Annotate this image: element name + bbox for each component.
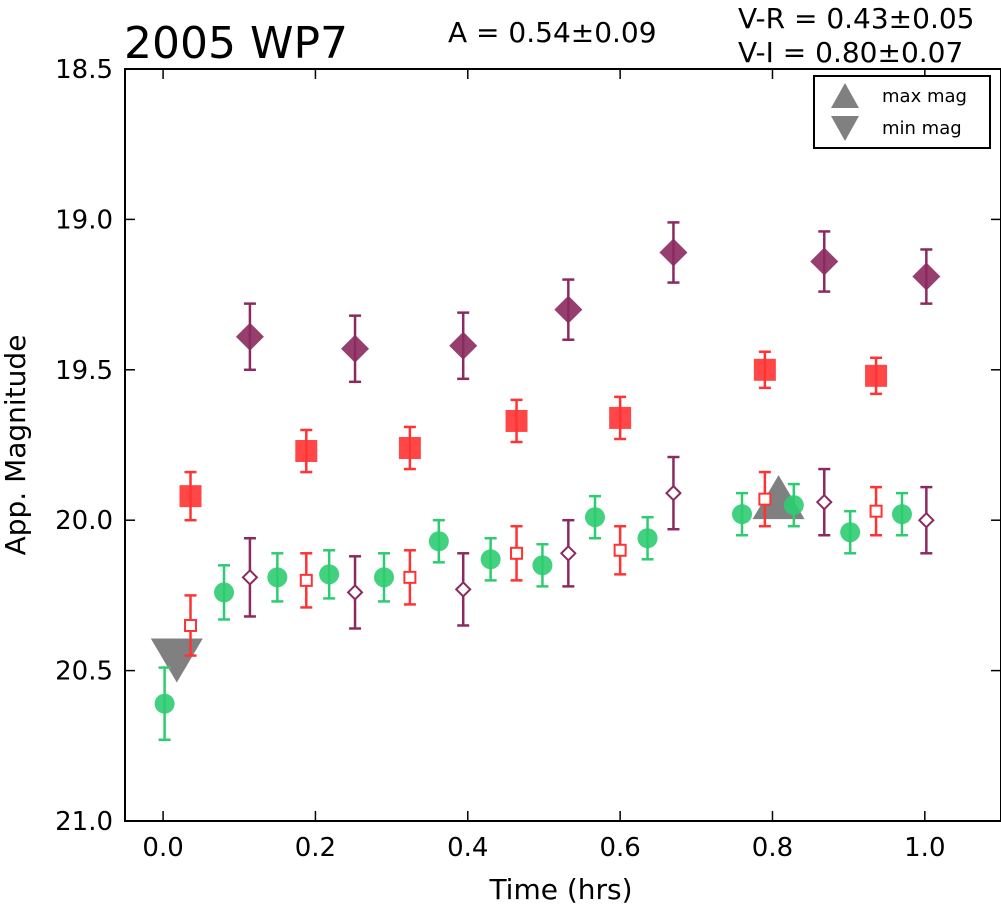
data-point-circle bbox=[373, 567, 394, 588]
x-tick-label: 0.4 bbox=[447, 833, 488, 863]
amplitude-annotation: A = 0.54±0.09 bbox=[448, 16, 657, 49]
data-point-diamond bbox=[449, 331, 478, 360]
data-point-circle bbox=[584, 507, 605, 528]
data-point-circle bbox=[154, 693, 175, 714]
legend-max-label: max mag bbox=[882, 86, 967, 107]
data-point-open-diamond bbox=[346, 583, 364, 601]
data-point-open-diamond bbox=[665, 484, 682, 502]
y-tick-label: 18.5 bbox=[55, 55, 113, 85]
y-tick-label: 19.5 bbox=[55, 356, 113, 386]
data-point-open-diamond bbox=[917, 511, 935, 529]
y-tick-label: 20.5 bbox=[55, 657, 113, 687]
data-point-diamond bbox=[810, 247, 839, 276]
data-point-circle bbox=[428, 531, 449, 552]
data-point-open-square bbox=[613, 543, 627, 557]
data-point-diamond bbox=[659, 238, 688, 267]
data-marks bbox=[150, 221, 941, 742]
x-tick-label: 0.6 bbox=[599, 833, 640, 863]
y-axis-label: App. Magnitude bbox=[0, 335, 32, 556]
data-point-diamond bbox=[341, 334, 370, 363]
data-point-circle bbox=[214, 582, 235, 603]
axis-ticks: 0.0 0.2 0.4 0.6 0.8 1.0 18.5 19.0 19.5 20.0 20.5 21… bbox=[55, 55, 1001, 863]
data-point-diamond bbox=[554, 295, 583, 324]
plot-frame bbox=[124, 68, 1001, 822]
data-point-square bbox=[865, 364, 888, 387]
data-point-open-diamond bbox=[815, 493, 833, 511]
data-point-circle bbox=[480, 549, 501, 570]
data-point-open-square bbox=[299, 573, 313, 587]
chart-title: 2005 WP7 bbox=[124, 18, 348, 69]
data-point-open-diamond bbox=[241, 568, 259, 586]
data-point-diamond bbox=[235, 322, 264, 351]
data-point-circle bbox=[267, 567, 288, 588]
data-point-open-square bbox=[184, 618, 198, 632]
v-r-annotation: V-R = 0.43±0.05 bbox=[738, 2, 974, 35]
data-point-circle bbox=[319, 564, 340, 585]
data-point-circle bbox=[840, 522, 861, 543]
legend-max-marker bbox=[831, 83, 859, 108]
data-point-circle bbox=[891, 504, 912, 525]
y-tick-label: 19.0 bbox=[55, 205, 113, 235]
data-point-open-square bbox=[403, 570, 417, 584]
data-point-circle bbox=[783, 495, 804, 516]
x-axis-label: Time (hrs) bbox=[488, 873, 632, 904]
data-point-circle bbox=[637, 528, 658, 549]
data-point-square bbox=[505, 409, 528, 432]
y-tick-label: 21.0 bbox=[55, 807, 113, 837]
data-point-square bbox=[609, 406, 632, 429]
data-point-open-square bbox=[758, 492, 772, 506]
data-point-circle bbox=[732, 504, 753, 525]
x-tick-label: 0.2 bbox=[295, 833, 336, 863]
data-point-square bbox=[398, 437, 421, 460]
data-point-square bbox=[753, 358, 776, 381]
data-point-square bbox=[295, 440, 318, 463]
data-point-square bbox=[179, 485, 202, 508]
data-point-open-square bbox=[869, 504, 883, 518]
x-tick-label: 1.0 bbox=[904, 833, 945, 863]
data-point-open-square bbox=[510, 546, 524, 560]
x-tick-label: 0.8 bbox=[752, 833, 793, 863]
y-tick-label: 20.0 bbox=[55, 506, 113, 536]
legend: max mag min mag bbox=[813, 75, 991, 149]
data-point-open-diamond bbox=[559, 544, 577, 562]
data-point-open-diamond bbox=[454, 580, 472, 598]
data-point-diamond bbox=[912, 262, 941, 291]
data-point-circle bbox=[532, 555, 553, 576]
legend-min-label: min mag bbox=[882, 118, 962, 139]
legend-min-marker bbox=[831, 116, 859, 141]
x-tick-label: 0.0 bbox=[142, 833, 183, 863]
v-i-annotation: V-I = 0.80±0.07 bbox=[738, 36, 963, 69]
